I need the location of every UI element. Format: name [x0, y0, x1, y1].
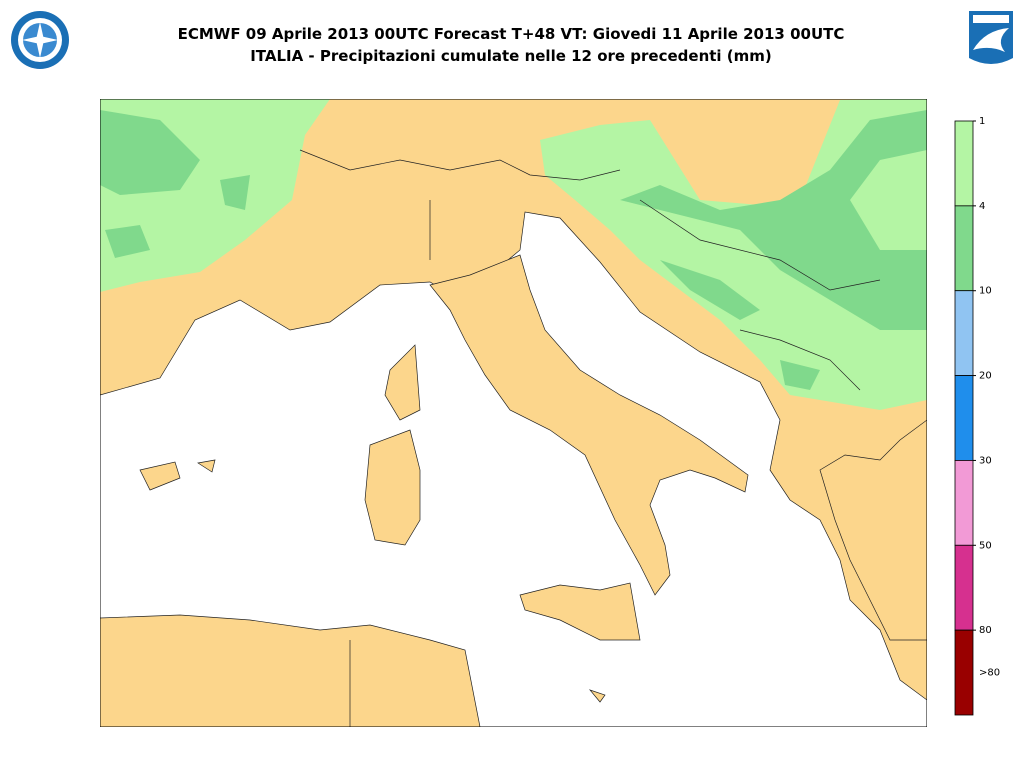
legend-tick-label: 50: [979, 540, 992, 551]
legend-swatch: [954, 375, 974, 461]
legend-overflow-label: >80: [979, 668, 1000, 679]
subtitle: ITALIA - Precipitazioni cumulate nelle 1…: [250, 47, 772, 65]
legend-tick-label: 30: [979, 455, 992, 466]
legend-tick-label: 4: [979, 201, 985, 212]
legend-tick-label: 10: [979, 286, 992, 297]
legend-tick-label: 1: [979, 116, 985, 127]
logo-left: [11, 11, 69, 69]
legend-swatch: [954, 460, 974, 546]
map: [100, 99, 927, 727]
title: ECMWF 09 Aprile 2013 00UTC Forecast T+48…: [178, 25, 845, 43]
legend-swatch: [954, 290, 974, 376]
legend-swatch: [954, 544, 974, 631]
legend-tick-label: 80: [979, 625, 992, 636]
legend-swatch: [954, 205, 974, 292]
legend-tick-label: 20: [979, 371, 992, 382]
legend-swatch: [954, 120, 974, 207]
logo-right: [969, 11, 1013, 64]
legend-swatch: [954, 629, 974, 716]
legend: 1 4 10 20 30 50 80 >80: [954, 116, 1000, 716]
